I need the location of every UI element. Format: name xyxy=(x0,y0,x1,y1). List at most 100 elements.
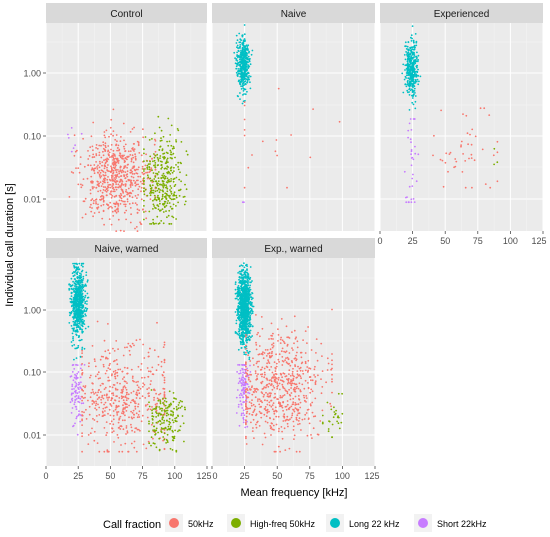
point-50khz xyxy=(106,396,108,399)
point-long-22-khz xyxy=(410,66,413,69)
point-50khz xyxy=(115,211,118,214)
point-50khz xyxy=(296,373,299,376)
point-50khz xyxy=(132,409,135,412)
point-50khz xyxy=(96,420,99,423)
point-50khz xyxy=(252,364,255,366)
point-long-22-khz xyxy=(244,273,247,276)
point-long-22-khz xyxy=(413,46,416,48)
point-50khz xyxy=(276,154,278,157)
point-high-freq-50khz xyxy=(159,209,161,212)
point-50khz xyxy=(98,396,101,399)
point-50khz xyxy=(122,428,125,431)
point-50khz xyxy=(127,150,130,153)
point-50khz xyxy=(268,382,271,385)
point-50khz xyxy=(101,161,104,164)
point-long-22-khz xyxy=(240,85,243,88)
point-high-freq-50khz xyxy=(157,205,160,208)
point-50khz xyxy=(104,386,107,389)
point-50khz xyxy=(126,372,128,375)
point-short-22khz xyxy=(74,386,77,388)
point-long-22-khz xyxy=(240,273,243,275)
point-50khz xyxy=(309,391,312,394)
point-high-freq-50khz xyxy=(146,168,149,170)
point-50khz xyxy=(145,217,148,220)
point-50khz xyxy=(139,387,142,390)
point-50khz xyxy=(156,402,158,405)
point-long-22-khz xyxy=(81,291,83,293)
point-50khz xyxy=(124,183,127,186)
point-50khz xyxy=(460,145,462,148)
point-50khz xyxy=(281,360,284,362)
point-high-freq-50khz xyxy=(176,127,179,130)
point-long-22-khz xyxy=(247,310,250,313)
point-50khz xyxy=(95,144,98,146)
point-50khz xyxy=(92,156,94,159)
point-50khz xyxy=(130,175,133,178)
point-50khz xyxy=(109,186,112,189)
point-50khz xyxy=(89,396,92,399)
point-long-22-khz xyxy=(238,281,241,284)
point-50khz xyxy=(81,418,83,421)
point-50khz xyxy=(275,415,278,418)
point-high-freq-50khz xyxy=(155,407,158,410)
point-high-freq-50khz xyxy=(158,222,161,225)
point-long-22-khz xyxy=(243,316,246,319)
point-high-freq-50khz xyxy=(153,205,156,207)
point-50khz xyxy=(91,388,94,391)
point-short-22khz xyxy=(414,152,417,155)
point-50khz xyxy=(305,401,307,403)
point-long-22-khz xyxy=(406,68,409,71)
point-50khz xyxy=(281,396,283,399)
point-long-22-khz xyxy=(244,80,247,83)
point-high-freq-50khz xyxy=(161,166,164,169)
point-long-22-khz xyxy=(242,82,245,85)
point-50khz xyxy=(268,401,271,404)
point-long-22-khz xyxy=(251,305,254,308)
point-high-freq-50khz xyxy=(162,186,165,189)
point-50khz xyxy=(162,387,165,390)
point-50khz xyxy=(136,172,139,175)
point-50khz xyxy=(131,412,134,414)
point-high-freq-50khz xyxy=(156,173,159,176)
point-50khz xyxy=(112,187,114,190)
point-50khz xyxy=(287,419,290,421)
point-long-22-khz xyxy=(79,277,82,280)
point-long-22-khz xyxy=(405,45,407,48)
point-high-freq-50khz xyxy=(160,427,163,429)
point-50khz xyxy=(297,403,299,406)
point-50khz xyxy=(267,352,269,355)
point-50khz xyxy=(155,392,158,395)
point-high-freq-50khz xyxy=(149,192,151,195)
point-50khz xyxy=(132,179,135,182)
point-long-22-khz xyxy=(73,282,76,285)
point-50khz xyxy=(290,392,293,394)
point-long-22-khz xyxy=(402,91,405,94)
point-50khz xyxy=(123,165,126,168)
point-long-22-khz xyxy=(411,101,414,104)
point-50khz xyxy=(113,177,116,179)
point-long-22-khz xyxy=(251,335,254,337)
point-50khz xyxy=(245,408,247,411)
point-high-freq-50khz xyxy=(167,200,170,202)
point-50khz xyxy=(108,206,111,209)
point-long-22-khz xyxy=(244,70,247,73)
point-long-22-khz xyxy=(238,63,241,66)
point-long-22-khz xyxy=(237,290,239,292)
point-50khz xyxy=(246,389,249,391)
point-50khz xyxy=(137,403,140,405)
point-long-22-khz xyxy=(414,79,417,81)
point-long-22-khz xyxy=(81,283,83,286)
point-50khz xyxy=(290,134,292,136)
point-50khz xyxy=(454,158,457,160)
point-high-freq-50khz xyxy=(143,170,145,172)
point-high-freq-50khz xyxy=(175,176,178,179)
point-50khz xyxy=(112,159,114,161)
point-50khz xyxy=(302,339,304,341)
point-50khz xyxy=(117,169,119,171)
point-long-22-khz xyxy=(245,78,248,81)
point-50khz xyxy=(112,423,115,426)
point-high-freq-50khz xyxy=(160,139,163,142)
point-high-freq-50khz xyxy=(171,215,174,218)
point-long-22-khz xyxy=(243,54,245,57)
point-high-freq-50khz xyxy=(160,129,163,132)
